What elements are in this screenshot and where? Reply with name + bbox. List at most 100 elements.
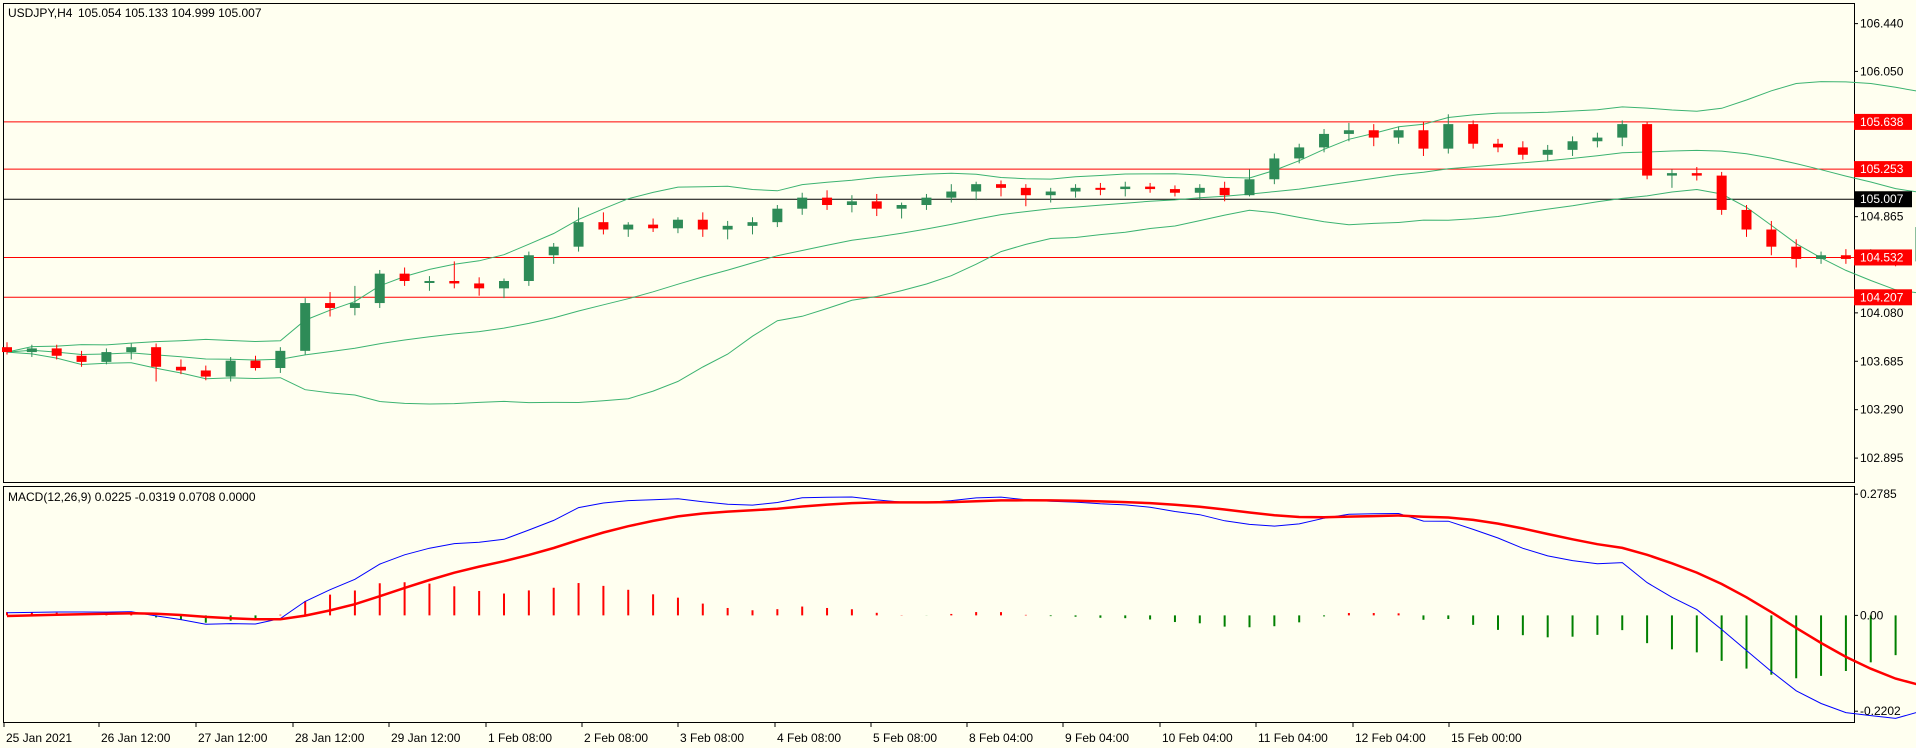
bollinger-upper-band xyxy=(6,81,1916,353)
candle xyxy=(1145,182,1156,193)
candle xyxy=(722,220,733,240)
candle-body xyxy=(722,225,733,230)
time-tick-6: 2 Feb 08:00 xyxy=(584,731,648,745)
macd-main-line xyxy=(6,496,1916,719)
time-tick-15: 15 Feb 00:00 xyxy=(1451,731,1522,745)
candle-body xyxy=(474,283,485,289)
candle xyxy=(1169,185,1180,197)
candle xyxy=(1120,181,1131,197)
candle xyxy=(1393,126,1404,144)
candle xyxy=(1493,138,1503,153)
candle xyxy=(672,217,683,234)
candle-body xyxy=(1766,229,1777,247)
candle xyxy=(449,261,460,289)
candle-body xyxy=(101,352,112,362)
candle xyxy=(26,344,37,357)
candle xyxy=(1840,249,1851,264)
candle xyxy=(1269,153,1280,185)
candle xyxy=(76,350,87,367)
candle xyxy=(1642,121,1653,180)
candle xyxy=(1816,251,1827,264)
candle xyxy=(1617,120,1628,147)
candle xyxy=(1766,220,1777,256)
level-tag-text-2: 104.532 xyxy=(1860,250,1904,264)
time-tick-7: 3 Feb 08:00 xyxy=(680,731,744,745)
candle xyxy=(424,276,435,291)
candle-body xyxy=(424,280,435,283)
candle-body xyxy=(1592,137,1603,142)
candle xyxy=(1443,114,1454,154)
candle-body xyxy=(1120,186,1131,190)
candle xyxy=(573,207,584,252)
candle-body xyxy=(51,348,62,356)
candle xyxy=(300,298,311,355)
candle xyxy=(225,356,236,382)
candle-body xyxy=(1194,187,1205,193)
candle-body xyxy=(349,303,360,308)
candle-body xyxy=(1468,124,1479,144)
candle-body xyxy=(996,184,1006,188)
candle xyxy=(250,355,261,371)
candle-body xyxy=(946,191,957,198)
candle xyxy=(499,278,509,299)
time-tick-5: 1 Feb 08:00 xyxy=(488,731,552,745)
level-tag-3 xyxy=(1854,289,1912,306)
candle-body xyxy=(76,355,87,362)
candle xyxy=(200,365,211,381)
candle-body xyxy=(1244,179,1255,196)
candle-body xyxy=(300,303,311,351)
candle-body xyxy=(1294,147,1305,159)
current-price-tag xyxy=(1854,191,1912,208)
candle-body xyxy=(772,208,783,223)
price-tick-11: 102.895 xyxy=(1860,451,1904,465)
candle xyxy=(101,348,112,365)
candle-body xyxy=(623,224,634,230)
candle xyxy=(523,251,534,286)
candle-body xyxy=(747,222,758,226)
candle-body xyxy=(971,184,982,192)
candle-body xyxy=(1070,187,1081,192)
candle xyxy=(1592,132,1603,148)
macd-tick-0: 0.2785 xyxy=(1860,487,1897,501)
candle-body xyxy=(1095,187,1106,190)
candle xyxy=(1567,136,1578,156)
candle-body xyxy=(1343,130,1354,134)
macd-tick-2: -0.2202 xyxy=(1860,704,1901,718)
level-tag-text-1: 105.253 xyxy=(1860,162,1904,176)
candle xyxy=(175,359,186,375)
candle xyxy=(971,181,982,201)
candle-body xyxy=(697,219,708,230)
candle xyxy=(921,193,932,210)
candle xyxy=(1741,205,1752,237)
candle-body xyxy=(325,303,336,308)
macd-signal-line xyxy=(6,499,1916,686)
candle-body xyxy=(1567,141,1578,150)
candle xyxy=(946,184,957,203)
candle-body xyxy=(1691,173,1702,176)
time-tick-13: 11 Feb 04:00 xyxy=(1258,731,1328,745)
candle xyxy=(1343,122,1354,142)
candle-body xyxy=(225,360,236,377)
price-tick-1: 106.050 xyxy=(1860,64,1904,78)
candle-body xyxy=(871,201,882,209)
current-price-tag-text: 105.007 xyxy=(1860,192,1904,206)
candle-body xyxy=(1816,255,1827,259)
candle-body xyxy=(1443,124,1454,149)
time-tick-1: 26 Jan 12:00 xyxy=(101,731,171,745)
candle-body xyxy=(1020,187,1031,196)
candle-body xyxy=(1169,189,1180,193)
candle-body xyxy=(200,370,211,377)
candle xyxy=(399,267,410,286)
candle xyxy=(772,205,783,228)
candle xyxy=(822,190,833,210)
candle-body xyxy=(648,224,659,229)
macd-tick-1: 0.00 xyxy=(1860,608,1884,622)
candle-body xyxy=(1642,124,1653,176)
candle xyxy=(1045,187,1056,203)
time-tick-8: 4 Feb 08:00 xyxy=(777,731,841,745)
candle xyxy=(1294,143,1305,164)
candle-body xyxy=(1219,187,1230,196)
candle xyxy=(1517,141,1528,160)
time-tick-11: 9 Feb 04:00 xyxy=(1065,731,1129,745)
candle-body xyxy=(1716,175,1727,210)
